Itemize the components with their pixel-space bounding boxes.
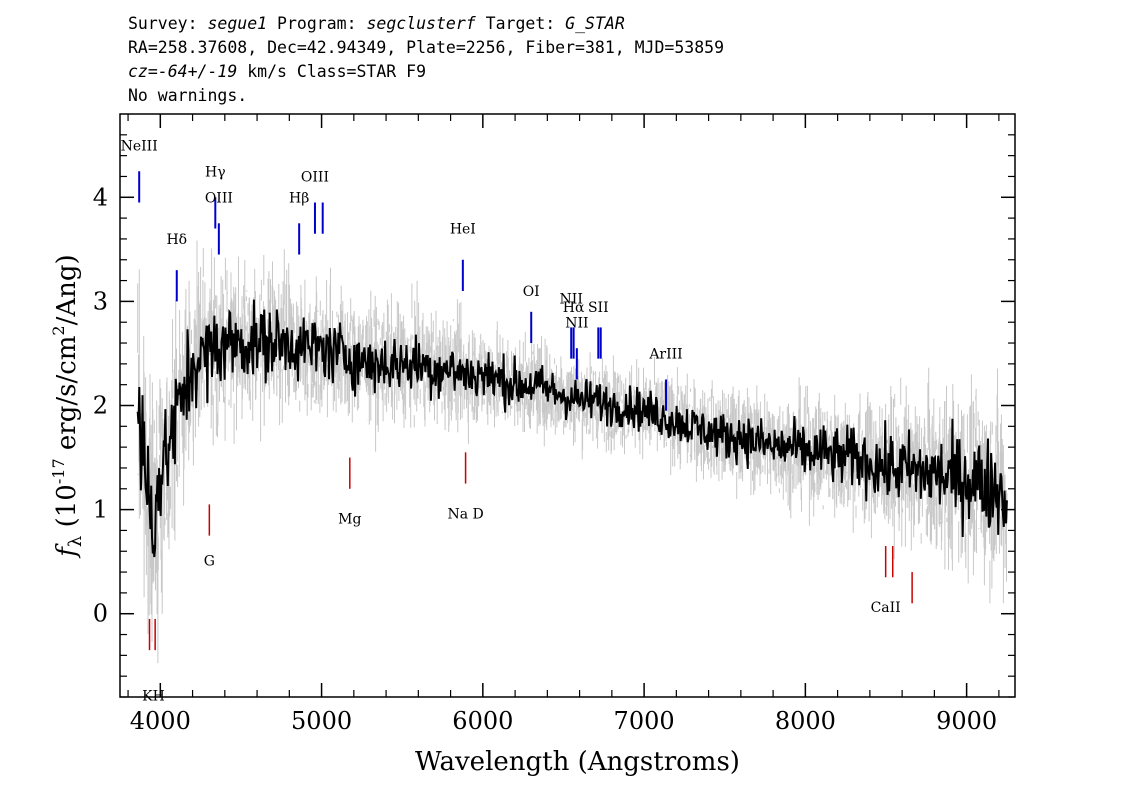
spectrum-line-group (136, 299, 1008, 558)
header-line-survey: Survey: segue1 Program: segclusterf Targ… (128, 12, 724, 36)
absorption-line-label: CaII (871, 600, 901, 616)
x-tick-label: 8000 (775, 707, 836, 735)
emission-line-label: OIII (205, 190, 233, 206)
emission-line-label: Hβ (289, 190, 309, 206)
class-value: km/s Class=STAR F9 (237, 62, 427, 81)
x-axis-title: Wavelength (Angstroms) (415, 747, 740, 777)
spectrum-line (136, 299, 1008, 558)
emission-line-label: ArIII (648, 347, 682, 363)
spectrum-header: Survey: segue1 Program: segclusterf Targ… (128, 12, 724, 108)
cz-value: cz=-64+/-19 (128, 62, 238, 81)
y-axis-title: fλ (10-17 erg/s/cm2/Ang) (49, 254, 86, 558)
survey-label: Survey: (128, 14, 198, 33)
emission-line-label: SII (588, 300, 609, 316)
y-tick-label: 1 (93, 496, 108, 524)
emission-line-label: Hδ (166, 232, 187, 248)
axis-ticks (120, 114, 1015, 698)
x-tick-label: 9000 (936, 707, 997, 735)
emission-line-label: NeIII (121, 138, 158, 154)
x-tick-label: 7000 (614, 707, 675, 735)
x-tick-label: 6000 (452, 707, 513, 735)
target-label: Target: (485, 14, 556, 33)
header-line-redshift: cz=-64+/-19 km/s Class=STAR F9 (128, 60, 724, 84)
program-label: Program: (277, 14, 357, 33)
y-tick-label: 3 (93, 287, 108, 315)
absorption-line-label: Na D (447, 506, 483, 522)
x-tick-label: 4000 (130, 707, 191, 735)
survey-value: segue1 (207, 14, 268, 33)
header-line-coordinates: RA=258.37608, Dec=42.94349, Plate=2256, … (128, 38, 725, 57)
x-tick-label: 5000 (291, 707, 352, 735)
axis-labels: 4000 5000 6000 7000 8000 9000 0 1 2 3 4 Wavelength … (49, 183, 997, 777)
emission-line-label: Hα (563, 300, 585, 316)
y-tick-label: 2 (93, 392, 108, 420)
emission-line-label: Hγ (205, 164, 226, 180)
y-tick-label: 4 (93, 183, 108, 211)
emission-line-label: NII (560, 291, 583, 307)
emission-line-label: HeI (450, 222, 476, 238)
absorption-line-label: Mg (338, 512, 361, 528)
program-value: segclusterf (366, 14, 476, 33)
emission-line-label: OIII (301, 170, 329, 186)
emission-line-label: NII (565, 315, 588, 331)
target-value: G_STAR (565, 14, 625, 33)
emission-line-label: OI (523, 284, 540, 300)
header-line-warnings: No warnings. (128, 86, 248, 105)
absorption-line-label: G (204, 553, 215, 569)
y-tick-label: 0 (93, 600, 108, 628)
